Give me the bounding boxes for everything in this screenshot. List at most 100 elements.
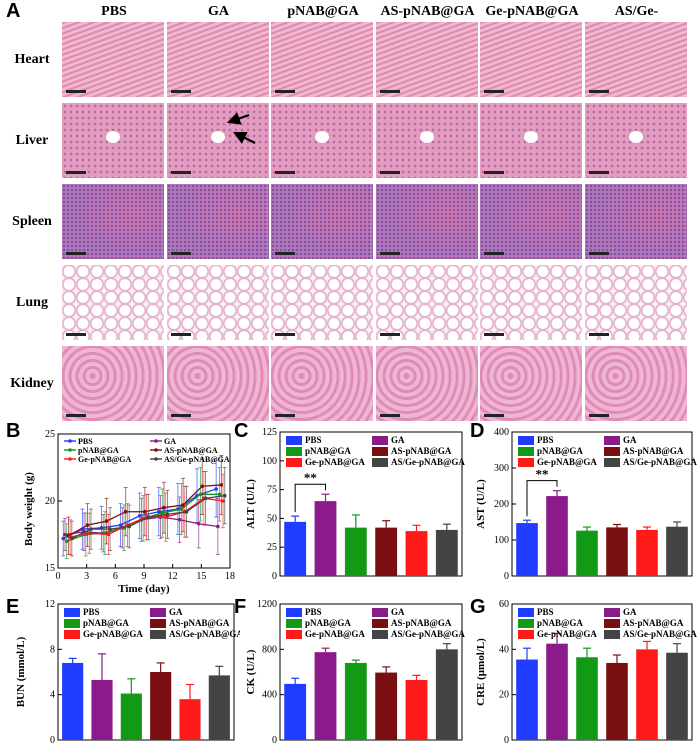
- significance-bracket: [526, 480, 558, 517]
- legend-label: AS/Ge-pNAB@GA: [623, 457, 697, 467]
- scale-bar: [275, 414, 295, 417]
- bar: [546, 496, 568, 576]
- bar: [344, 662, 367, 740]
- significance-label: **: [536, 467, 549, 482]
- legend-label: GA: [164, 437, 176, 446]
- scale-bar: [275, 252, 295, 255]
- data-point: [177, 517, 182, 522]
- bar: [636, 649, 658, 740]
- ast-chart: 0 100 200 300 400 AST (U/L) ** PBS GA pNAB@GA AS-p…: [475, 427, 697, 582]
- bar: [666, 526, 688, 576]
- central-vein: [419, 131, 434, 143]
- data-point: [143, 509, 147, 514]
- histology-image: [166, 22, 269, 97]
- central-vein: [315, 131, 329, 143]
- plot-frame: [279, 431, 463, 577]
- data-point: [181, 503, 185, 507]
- histology-image: [271, 346, 373, 421]
- scale-bar: [379, 171, 400, 174]
- scale-bar: [66, 171, 86, 174]
- histology-image: [166, 103, 269, 178]
- bun-chart: 0 4 8 12 BUN (mmol/L) PBS GA pNAB@GA AS-pNAB@GA G…: [15, 599, 240, 746]
- histology-image: [375, 184, 478, 259]
- data-point: [63, 532, 67, 537]
- y-tick-label: 125: [262, 427, 277, 438]
- data-point: [214, 487, 218, 491]
- bar: [314, 501, 337, 576]
- legend-swatch: [372, 608, 388, 617]
- plot-frame: [57, 603, 235, 741]
- legend-swatch: [518, 608, 534, 617]
- legend-label: AS/Ge-pNAB@GA: [623, 629, 697, 639]
- body-weight-chart: 0 3 6 9 12 15 18 15 20 25 Time (day) Body weight (g…: [23, 429, 235, 595]
- bar: [179, 699, 201, 740]
- y-tick-label: 0: [504, 571, 509, 582]
- panel-label-f: F: [234, 596, 247, 618]
- panel-label-e: E: [6, 596, 20, 618]
- histology-image: [62, 184, 164, 259]
- data-point: [123, 509, 128, 514]
- histology-image: [375, 22, 478, 97]
- legend-label: GA: [623, 435, 637, 445]
- y-tick-label: 400: [262, 690, 277, 701]
- arrow-icon: [232, 132, 255, 144]
- legend-label: PBS: [305, 607, 322, 617]
- legend-label: pNAB@GA: [537, 618, 583, 628]
- histology-image: [166, 265, 269, 340]
- alt-chart: 0 25 50 75 100 125 ALT (U/L) ** PBS GA pNAB@GA AS-p…: [245, 427, 465, 582]
- data-point: [118, 523, 123, 527]
- legend-label: PBS: [83, 607, 100, 617]
- histology-image: [62, 265, 164, 340]
- row-header: Lung: [16, 295, 48, 310]
- scale-bar: [588, 333, 609, 336]
- legend-label: AS-pNAB@GA: [623, 618, 684, 628]
- histology-image: [166, 184, 269, 259]
- y-axis-label: BUN (mmol/L): [15, 636, 27, 707]
- bar: [284, 683, 307, 740]
- scale-bar: [170, 171, 191, 174]
- histology-image: [375, 265, 478, 340]
- significance-bracket: [294, 483, 326, 513]
- data-point: [160, 511, 165, 515]
- row-header: Spleen: [12, 214, 52, 229]
- bar: [516, 523, 538, 576]
- legend-marker: [154, 439, 158, 443]
- y-tick-label: 60: [499, 599, 509, 610]
- legend-label: PBS: [78, 437, 93, 446]
- column-header: pNAB@GA: [287, 4, 359, 19]
- data-point: [198, 492, 203, 497]
- significance-label: **: [304, 470, 317, 485]
- legend-label: pNAB@GA: [78, 446, 119, 455]
- legend-label: AS/Ge-pNAB@GA: [164, 455, 230, 464]
- legend-label: PBS: [537, 607, 554, 617]
- y-axis-label: ALT (U/L): [245, 479, 257, 529]
- bar: [375, 527, 398, 576]
- legend-swatch: [286, 619, 302, 628]
- y-tick-label: 50: [267, 513, 277, 524]
- y-tick-label: 40: [499, 644, 509, 655]
- y-tick-label: 0: [272, 735, 277, 746]
- scale-bar: [66, 414, 86, 417]
- y-tick-label: 0: [50, 735, 55, 746]
- data-point: [127, 524, 131, 529]
- y-tick-label: 100: [494, 535, 509, 546]
- data-point: [196, 521, 201, 526]
- data-point: [157, 509, 161, 514]
- data-point: [104, 519, 109, 523]
- legend-label: AS/Ge-pNAB@GA: [391, 629, 465, 639]
- data-point: [146, 515, 151, 519]
- y-tick-label: 15: [45, 563, 55, 574]
- bar: [606, 662, 628, 740]
- scale-bar: [275, 333, 295, 336]
- histology-image: [375, 103, 478, 178]
- panel-label-d: D: [470, 420, 485, 442]
- y-tick-label: 100: [262, 456, 277, 467]
- legend-swatch: [64, 608, 80, 617]
- y-tick-label: 0: [504, 735, 509, 746]
- legend-label: Ge-pNAB@GA: [305, 457, 365, 467]
- legend-label: AS-pNAB@GA: [169, 618, 230, 628]
- bar: [516, 659, 538, 740]
- column-header: AS-pNAB@GA: [380, 4, 475, 19]
- histology-image: [166, 346, 269, 421]
- histology-image: [480, 103, 582, 178]
